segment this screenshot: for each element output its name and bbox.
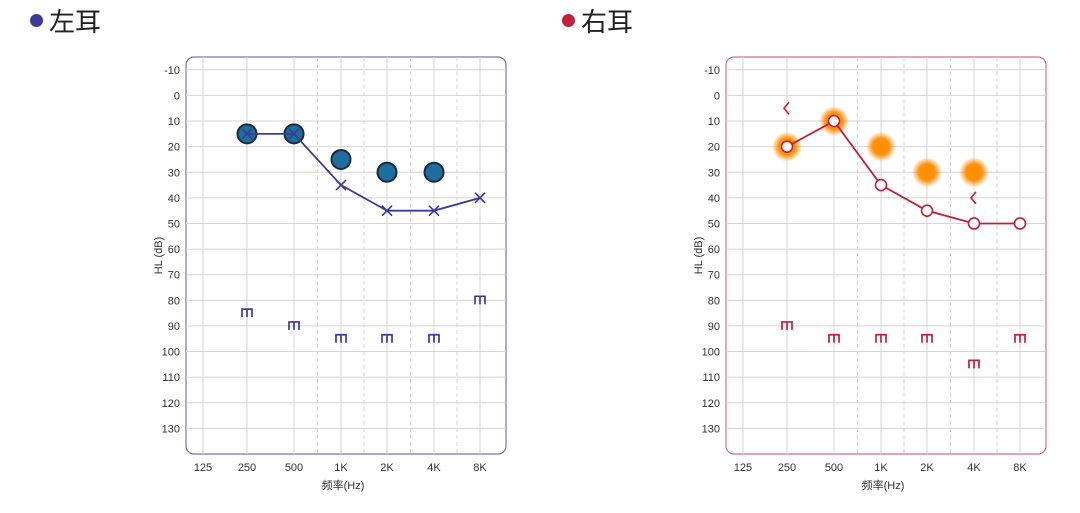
data-point-bracket [968, 359, 980, 369]
left-ear-heading: 左耳 [30, 2, 101, 39]
y-axis-label: HL (dB) [693, 237, 705, 275]
y-tick-label: 130 [162, 423, 180, 435]
data-point-x [288, 128, 300, 140]
data-point-bracket [828, 333, 840, 343]
x-tick-label: 4K [427, 462, 441, 474]
data-point-open-circle [1013, 217, 1027, 230]
y-tick-label: 10 [168, 116, 180, 128]
y-tick-label: 0 [714, 90, 720, 102]
y-tick-label: 120 [162, 398, 180, 410]
y-tick-label: -10 [164, 65, 180, 77]
data-point-open-circle [967, 217, 981, 230]
x-tick-label: 4K [967, 462, 981, 474]
y-tick-label: 60 [168, 244, 180, 256]
y-tick-label: 20 [168, 142, 180, 154]
data-point-bracket [428, 333, 440, 343]
data-point-x [428, 205, 440, 217]
data-point-x [335, 179, 347, 191]
y-tick-label: 90 [708, 321, 720, 333]
data-point-open-circle [827, 114, 841, 128]
right-ear-label: 右耳 [581, 8, 634, 38]
y-tick-label: 90 [168, 321, 180, 333]
data-point-open-circle [874, 178, 888, 192]
y-tick-label: 70 [708, 270, 720, 282]
series-line [786, 119, 1020, 225]
y-tick-label: 80 [168, 295, 180, 307]
left-ear-dot-icon [30, 14, 43, 27]
x-tick-label: 125 [734, 462, 752, 474]
y-tick-label: 110 [702, 372, 720, 384]
x-tick-label: 1K [874, 462, 888, 474]
x-tick-label: 8K [473, 462, 487, 474]
y-tick-label: 100 [162, 347, 180, 359]
data-point-x [381, 205, 393, 217]
x-tick-label: 2K [380, 462, 394, 474]
left-audiogram: -10 0 10 20 30 40 50 60 70 80 90 100 110 120 130 125 250… [153, 56, 507, 492]
right-ear-dot-icon [562, 14, 575, 27]
data-point-angle [782, 101, 790, 115]
y-tick-label: 70 [168, 270, 180, 282]
data-point-circle [376, 161, 398, 183]
y-tick-label: 10 [708, 116, 720, 128]
right-audiogram: -10 0 10 20 30 40 50 60 70 80 90 100 110 120 130 125 250… [693, 56, 1047, 492]
x-tick-label: 250 [778, 462, 796, 474]
y-tick-label: 60 [708, 244, 720, 256]
y-tick-label: 110 [162, 372, 180, 384]
data-point-bracket [335, 333, 347, 343]
data-point-angle [969, 191, 977, 205]
x-tick-label: 500 [285, 462, 303, 474]
left-ear-label: 左耳 [49, 8, 102, 38]
data-point-open-circle [920, 204, 934, 217]
data-point-glow [866, 131, 896, 162]
y-tick-label: 120 [702, 398, 720, 410]
y-tick-label: 0 [174, 90, 180, 102]
x-tick-label: 125 [194, 462, 212, 474]
data-point-bracket [781, 321, 793, 330]
y-tick-label: 40 [168, 193, 180, 205]
y-tick-label: -10 [704, 65, 720, 77]
x-tick-label: 8K [1013, 462, 1027, 474]
y-tick-label: 130 [702, 423, 720, 435]
data-point-bracket [921, 333, 933, 343]
x-tick-label: 2K [920, 462, 934, 474]
y-tick-label: 40 [708, 193, 720, 205]
y-tick-label: 50 [168, 218, 180, 230]
y-tick-label: 50 [708, 218, 720, 230]
plot-frame [725, 56, 1047, 455]
y-tick-label: 80 [708, 295, 720, 307]
data-point-bracket [1014, 333, 1026, 343]
data-point-bracket [474, 295, 486, 305]
series-line [247, 132, 481, 212]
right-ear-heading: 右耳 [562, 2, 633, 39]
y-tick-label: 20 [708, 142, 720, 154]
data-point-open-circle [780, 140, 794, 153]
data-point-bracket [288, 321, 300, 330]
data-point-bracket [241, 308, 253, 318]
x-tick-label: 500 [825, 462, 843, 474]
data-point-bracket [381, 333, 393, 343]
y-tick-label: 30 [168, 167, 180, 179]
data-point-x [474, 192, 486, 204]
plot-frame [185, 56, 507, 455]
y-axis-label: HL (dB) [153, 237, 165, 275]
x-axis-label: 频率(Hz) [862, 478, 905, 492]
x-tick-label: 1K [334, 462, 348, 474]
x-tick-label: 250 [238, 462, 256, 474]
data-point-glow [912, 157, 942, 188]
data-point-glow [959, 157, 989, 188]
x-axis-label: 频率(Hz) [322, 478, 365, 492]
y-tick-label: 100 [702, 347, 720, 359]
data-point-bracket [875, 333, 887, 343]
data-point-x [241, 128, 253, 140]
data-point-circle [423, 161, 445, 183]
y-tick-label: 30 [708, 167, 720, 179]
data-point-circle [330, 148, 352, 170]
